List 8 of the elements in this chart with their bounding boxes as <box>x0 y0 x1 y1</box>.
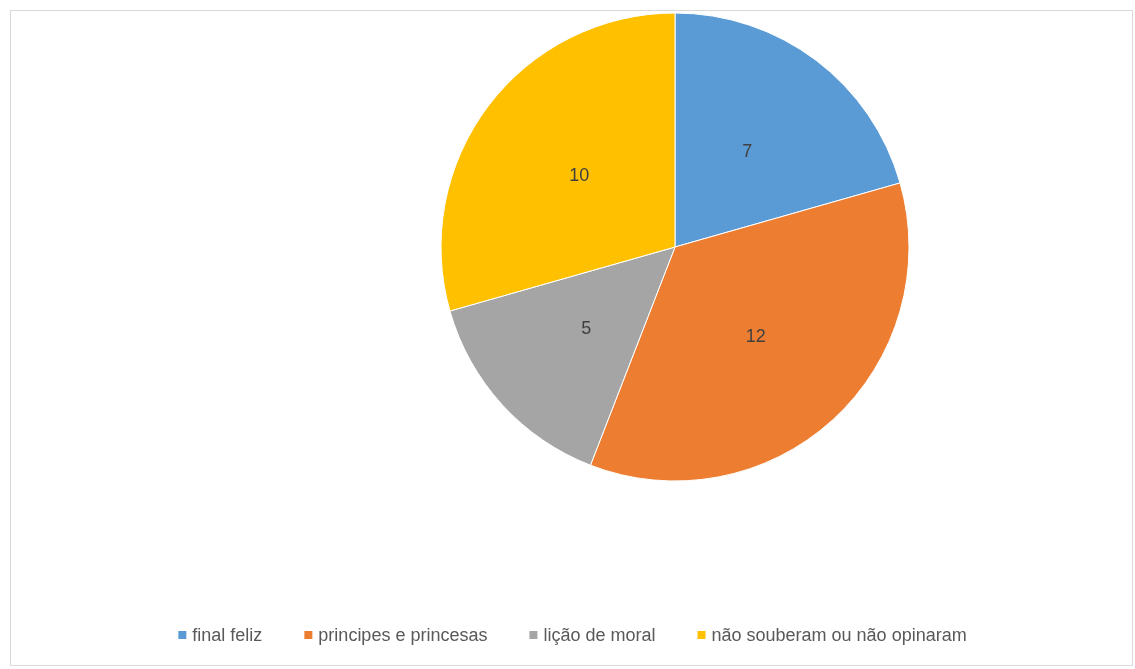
data-label: 12 <box>745 325 766 346</box>
legend-label: principes e princesas <box>318 625 488 645</box>
legend-label: não souberam ou não opinaram <box>711 625 967 645</box>
legend-label: lição de moral <box>543 625 656 645</box>
data-label: 10 <box>569 164 590 185</box>
data-label: 7 <box>742 141 753 162</box>
legend-label: final feliz <box>192 625 263 645</box>
data-label: 5 <box>581 317 592 338</box>
